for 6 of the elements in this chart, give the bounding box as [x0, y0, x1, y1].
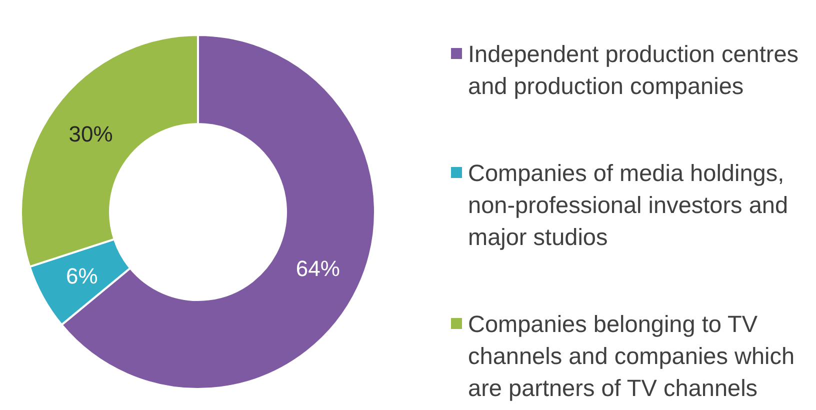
legend-label: Companies belonging to TV channels and companies which are partners of TV channels — [468, 310, 796, 403]
legend-label: Companies of media holdings, non-professional investors and major studios — [468, 159, 790, 252]
data-label: 64% — [296, 256, 340, 281]
legend-label: Independent production centres and production companies — [468, 40, 800, 101]
data-label: 30% — [68, 122, 113, 147]
data-label: 6% — [66, 263, 98, 288]
